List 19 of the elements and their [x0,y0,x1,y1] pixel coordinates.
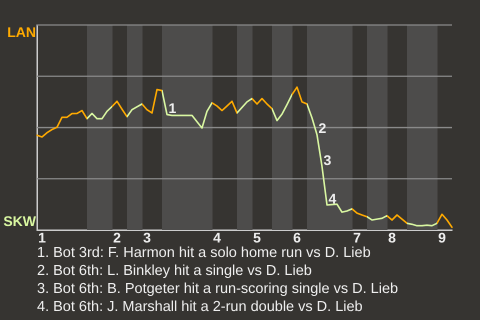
text: 3. Bot 6th: B. Potgeter hit a run-scoring single vs D. Lieb [37,280,398,298]
annotation: 2 [318,120,326,136]
x-tick-label: 6 [293,229,302,246]
x-tick-label: 2 [113,229,122,246]
text: 2. Bot 6th: L. Binkley hit a single vs D. Lieb [37,262,313,280]
text: 4. Bot 6th: J. Marshall hit a 2-run double vs D. Lieb [37,298,364,316]
annotation: 3 [324,152,332,168]
text: LAN [7,24,36,40]
x-tick-label: 5 [253,229,262,246]
text: 1. Bot 3rd: F. Harmon hit a solo home run vs D. Lieb [37,244,372,262]
x-tick-label: 4 [213,229,222,246]
x-tick-label: 7 [353,229,362,246]
x-tick-label: 3 [143,229,152,246]
text: SKW [3,212,37,229]
x-tick-label: 1 [38,229,46,246]
annotation: 1 [168,100,176,116]
x-tick-label: 9 [438,229,446,246]
x-tick-label: 8 [388,229,396,246]
annotation: 4 [328,190,336,206]
